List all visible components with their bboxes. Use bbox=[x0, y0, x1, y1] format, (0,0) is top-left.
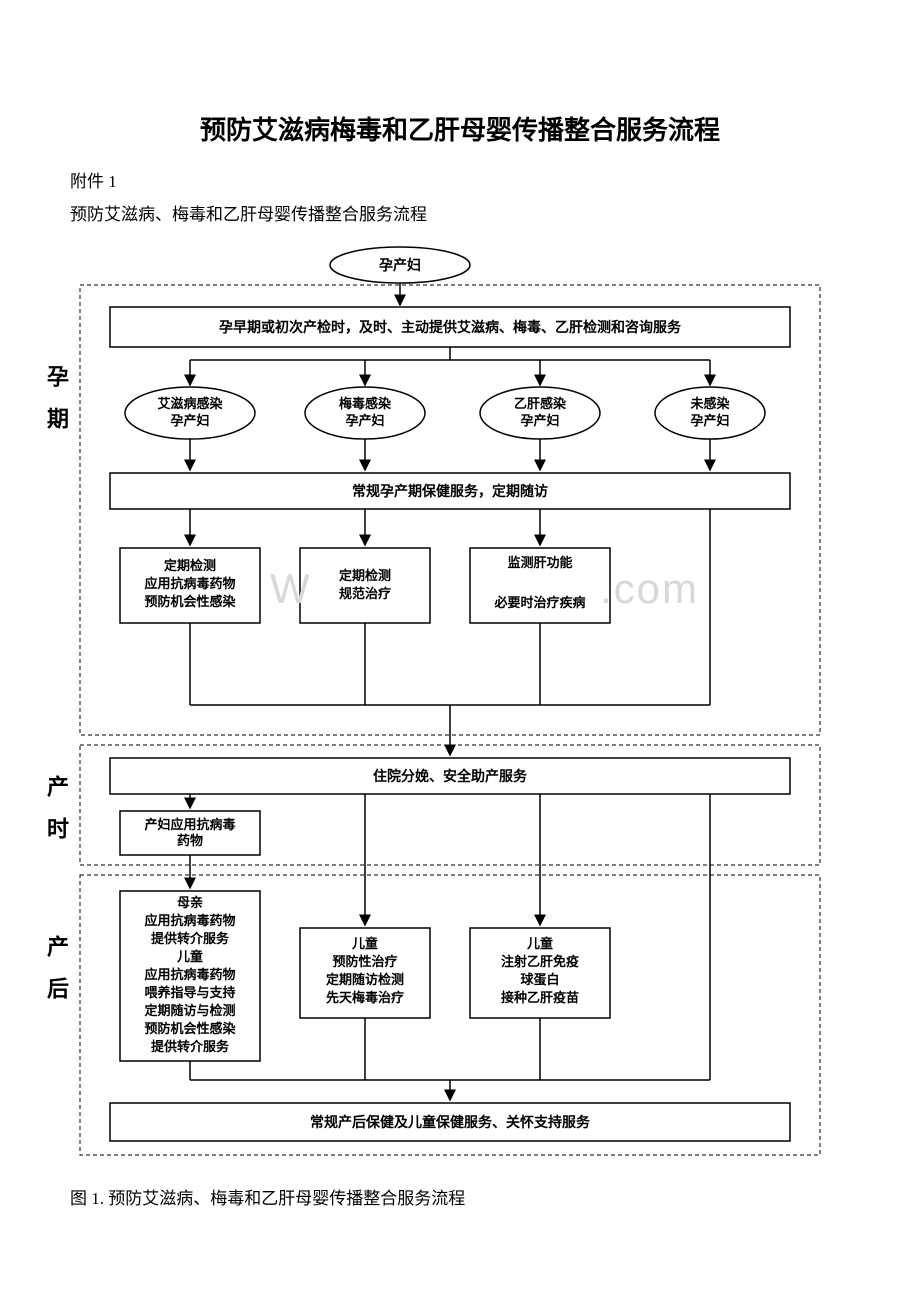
svg-text:预防机会性感染: 预防机会性感染 bbox=[144, 594, 236, 609]
svg-text:药物: 药物 bbox=[177, 833, 203, 848]
diagram-container: 孕期 产时 产后 W .com 孕产妇 孕早期或初次产检时，及时、主动提供艾滋病… bbox=[70, 245, 850, 1170]
svg-text:产妇应用抗病毒: 产妇应用抗病毒 bbox=[144, 817, 235, 832]
svg-text:儿童: 儿童 bbox=[176, 949, 203, 964]
svg-text:应用抗病毒药物: 应用抗病毒药物 bbox=[144, 967, 235, 982]
svg-text:未感染: 未感染 bbox=[689, 396, 730, 411]
svg-text:必要时治疗疾病: 必要时治疗疾病 bbox=[493, 595, 585, 610]
phase-pregnancy: 孕期 bbox=[40, 365, 72, 449]
svg-text:预防机会性感染: 预防机会性感染 bbox=[144, 1021, 236, 1036]
page-title: 预防艾滋病梅毒和乙肝母婴传播整合服务流程 bbox=[70, 110, 850, 147]
subtitle: 预防艾滋病、梅毒和乙肝母婴传播整合服务流程 bbox=[70, 200, 850, 225]
svg-text:乙肝感染: 乙肝感染 bbox=[514, 396, 567, 411]
svg-text:球蛋白: 球蛋白 bbox=[520, 972, 559, 987]
svg-text:儿童: 儿童 bbox=[526, 936, 553, 951]
svg-text:孕产妇: 孕产妇 bbox=[170, 413, 209, 428]
svg-text:定期随访与检测: 定期随访与检测 bbox=[143, 1003, 235, 1018]
figure-caption: 图 1. 预防艾滋病、梅毒和乙肝母婴传播整合服务流程 bbox=[70, 1184, 850, 1209]
svg-text:艾滋病感染: 艾滋病感染 bbox=[157, 396, 223, 411]
flowchart-svg: 孕产妇 孕早期或初次产检时，及时、主动提供艾滋病、梅毒、乙肝检测和咨询服务 艾滋… bbox=[70, 245, 830, 1165]
svg-text:常规产后保健及儿童保健服务、关怀支持服务: 常规产后保健及儿童保健服务、关怀支持服务 bbox=[310, 1114, 591, 1131]
svg-text:喂养指导与支持: 喂养指导与支持 bbox=[144, 985, 235, 1000]
svg-text:接种乙肝疫苗: 接种乙肝疫苗 bbox=[501, 990, 579, 1005]
svg-text:提供转介服务: 提供转介服务 bbox=[151, 1039, 230, 1054]
svg-text:规范治疗: 规范治疗 bbox=[339, 586, 391, 601]
svg-text:母亲: 母亲 bbox=[177, 895, 203, 910]
phase-delivery: 产时 bbox=[40, 775, 72, 859]
svg-text:孕产妇: 孕产妇 bbox=[379, 257, 421, 274]
svg-text:注射乙肝免疫: 注射乙肝免疫 bbox=[501, 954, 579, 969]
svg-text:孕产妇: 孕产妇 bbox=[520, 413, 559, 428]
phase-postpartum: 产后 bbox=[40, 935, 72, 1019]
svg-text:监测肝功能: 监测肝功能 bbox=[507, 555, 572, 570]
svg-text:先天梅毒治疗: 先天梅毒治疗 bbox=[326, 990, 404, 1005]
svg-text:应用抗病毒药物: 应用抗病毒药物 bbox=[144, 913, 235, 928]
svg-text:儿童: 儿童 bbox=[351, 936, 378, 951]
attachment-label: 附件 1 bbox=[70, 167, 850, 192]
svg-text:常规孕产期保健服务，定期随访: 常规孕产期保健服务，定期随访 bbox=[352, 483, 548, 500]
svg-text:预防性治疗: 预防性治疗 bbox=[332, 954, 397, 969]
svg-text:孕早期或初次产检时，及时、主动提供艾滋病、梅毒、乙肝检测和咨: 孕早期或初次产检时，及时、主动提供艾滋病、梅毒、乙肝检测和咨询服务 bbox=[219, 319, 682, 336]
svg-text:提供转介服务: 提供转介服务 bbox=[151, 931, 230, 946]
svg-text:梅毒感染: 梅毒感染 bbox=[339, 396, 392, 411]
svg-text:定期检测: 定期检测 bbox=[163, 558, 216, 573]
svg-text:应用抗病毒药物: 应用抗病毒药物 bbox=[144, 576, 235, 591]
svg-text:定期检测: 定期检测 bbox=[338, 568, 391, 583]
svg-text:定期随访检测: 定期随访检测 bbox=[325, 972, 404, 987]
svg-text:住院分娩、安全助产服务: 住院分娩、安全助产服务 bbox=[373, 768, 528, 785]
svg-text:孕产妇: 孕产妇 bbox=[690, 413, 729, 428]
svg-text:孕产妇: 孕产妇 bbox=[345, 413, 384, 428]
